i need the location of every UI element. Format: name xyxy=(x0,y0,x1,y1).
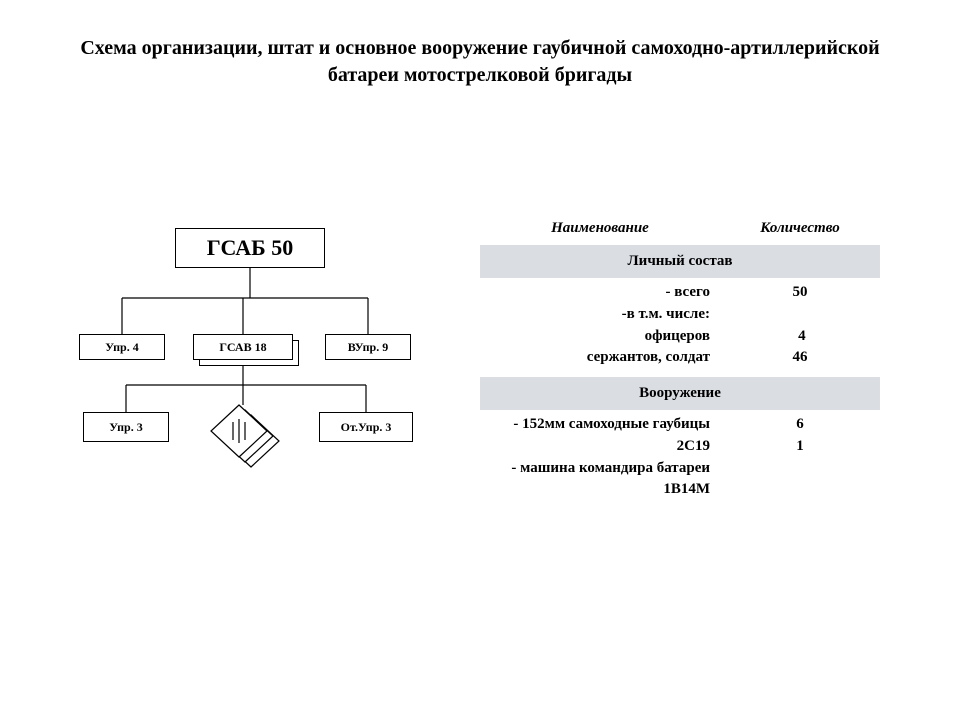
unit-diamond-icon xyxy=(211,405,279,467)
armament-row: - 152мм самоходные гаубицы 2С19 - машина… xyxy=(480,410,880,509)
staffing-table: Наименование Количество Личный состав - … xyxy=(480,220,880,509)
col-header-qty: Количество xyxy=(720,220,880,237)
personnel-values: 50 4 46 xyxy=(720,282,880,369)
section-personnel: Личный состав xyxy=(480,245,880,278)
node-upr4: Упр. 4 xyxy=(79,334,165,360)
node-root: ГСАБ 50 xyxy=(175,228,325,268)
personnel-row: - всего -в т.м. числе: офицеров сержанто… xyxy=(480,278,880,377)
table-header-row: Наименование Количество xyxy=(480,220,880,237)
personnel-names: - всего -в т.м. числе: офицеров сержанто… xyxy=(480,282,720,369)
section-armament: Вооружение xyxy=(480,377,880,410)
node-gsav: ГСАВ 18 xyxy=(193,334,293,360)
page-title: Схема организации, штат и основное воору… xyxy=(0,0,960,89)
org-chart: ГСАБ 50 Упр. 4 ГСАВ 18 ВУпр. 9 Упр. 3 От… xyxy=(65,220,445,520)
node-otupr: От.Упр. 3 xyxy=(319,412,413,442)
col-header-name: Наименование xyxy=(480,220,720,237)
armament-names: - 152мм самоходные гаубицы 2С19 - машина… xyxy=(480,414,720,501)
node-vupr: ВУпр. 9 xyxy=(325,334,411,360)
node-upr3: Упр. 3 xyxy=(83,412,169,442)
armament-values: 6 1 xyxy=(720,414,880,501)
